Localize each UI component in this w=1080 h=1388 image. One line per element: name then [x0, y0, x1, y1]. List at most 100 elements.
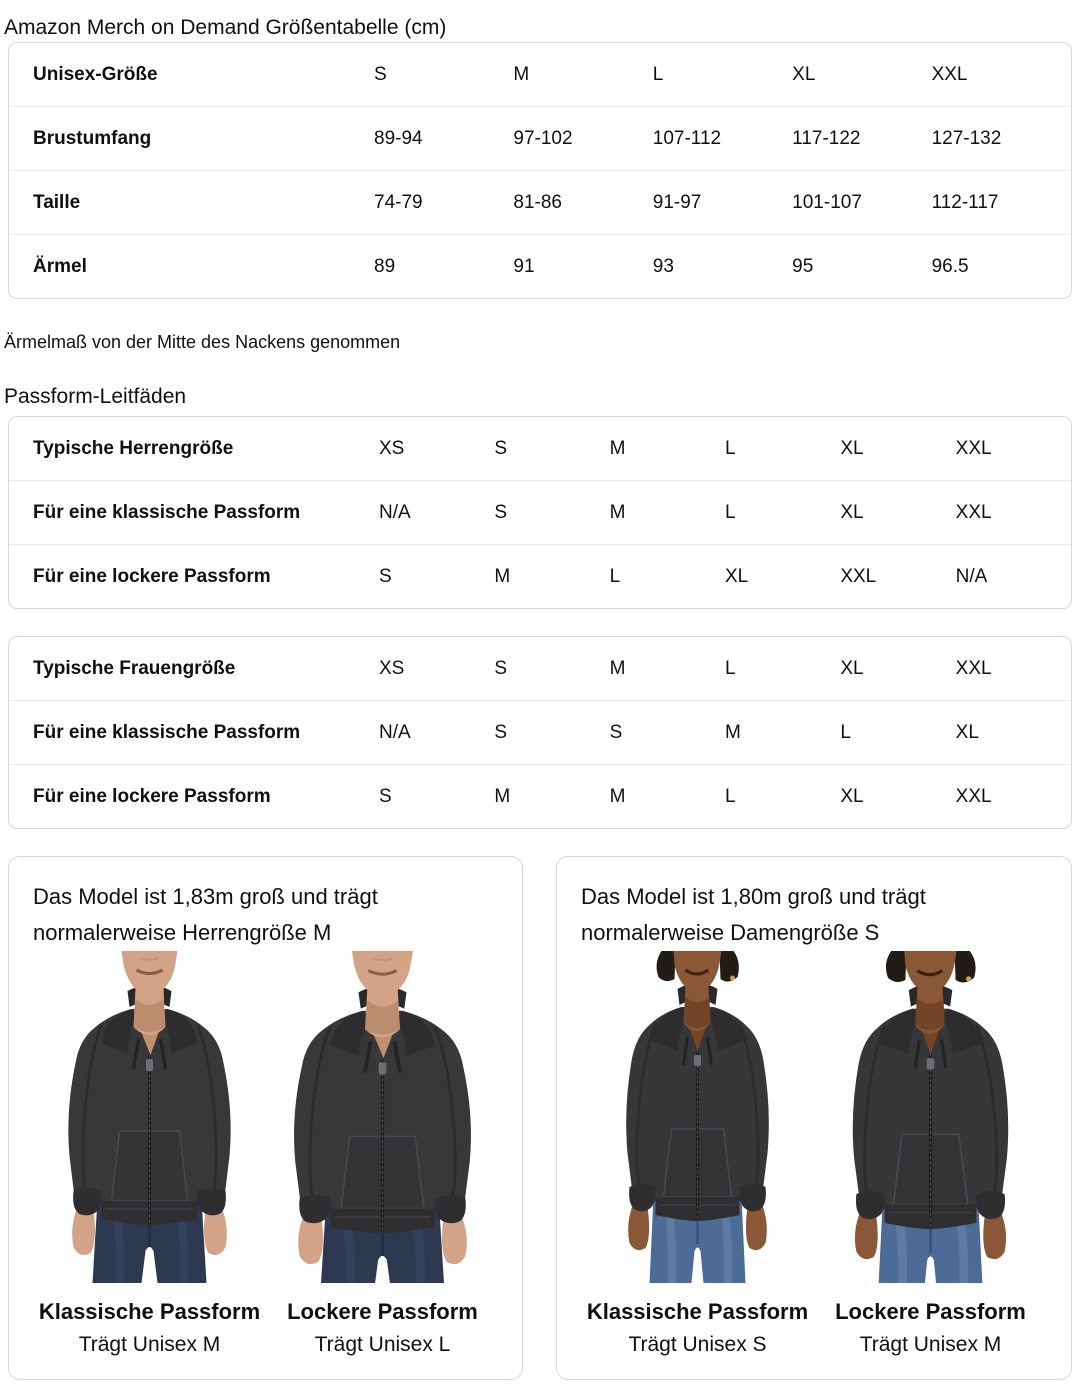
size-cell: 107-112: [652, 106, 793, 171]
table-row: Taille 74-79 81-86 91-97 101-107 112-117: [9, 170, 1071, 235]
size-cell: XXL: [840, 544, 956, 608]
size-cell: L: [724, 657, 736, 679]
size-cell: 93: [652, 234, 793, 298]
size-cell: M: [494, 764, 610, 828]
row-label: Unisex-Größe: [33, 63, 158, 85]
figure-caption: Lockere Passform Trägt Unisex L: [287, 1283, 478, 1357]
page-title: Amazon Merch on Demand Größentabelle (cm…: [4, 16, 447, 40]
table-row: Für eine lockere Passform S M M L XL XXL: [9, 764, 1071, 828]
figure-caption: Klassische Passform Trägt Unisex S: [587, 1283, 808, 1357]
size-cell: 89-94: [374, 106, 514, 171]
size-cell: 91-97: [652, 170, 793, 235]
size-cell: XL: [792, 63, 816, 85]
row-label: Für eine lockere Passform: [9, 544, 379, 608]
figure-caption: Lockere Passform Trägt Unisex M: [835, 1283, 1026, 1357]
size-cell: M: [494, 544, 610, 608]
model-figure: Lockere Passform Trägt Unisex L: [266, 951, 499, 1357]
fit-caption: Klassische Passform: [38, 1299, 261, 1324]
table-row: Ärmel 89 91 93 95 96.5: [9, 234, 1071, 298]
fit-caption: Klassische Passform: [586, 1299, 809, 1324]
size-cell: XS: [379, 437, 405, 459]
size-cell: S: [374, 63, 387, 85]
men-model-card: Das Model ist 1,83m groß und trägt norma…: [8, 856, 523, 1380]
size-caption: Trägt Unisex M: [859, 1333, 1002, 1356]
size-cell: XL: [955, 700, 1071, 765]
sleeve-measurement-footnote: Ärmelmaß von der Mitte des Nackens genom…: [4, 332, 401, 352]
size-caption: Trägt Unisex M: [78, 1333, 221, 1356]
size-cell: L: [724, 764, 841, 828]
row-label: Für eine lockere Passform: [9, 764, 379, 828]
size-cell: 117-122: [792, 106, 932, 171]
size-cell: M: [609, 657, 626, 679]
table-row: Für eine klassische Passform N/A S M L X…: [9, 480, 1071, 545]
size-caption: Trägt Unisex L: [314, 1333, 451, 1356]
men-fit-table: Typische Herrengröße XS S M L XL XXL Für…: [8, 416, 1072, 609]
size-cell: XL: [840, 657, 864, 679]
size-cell: S: [609, 700, 725, 765]
size-cell: XXL: [931, 63, 968, 85]
size-cell: XXL: [955, 764, 1071, 828]
size-cell: M: [724, 700, 841, 765]
table-row: Für eine lockere Passform S M L XL XXL N…: [9, 544, 1071, 608]
fit-guides-heading: Passform-Leitfäden: [4, 385, 187, 409]
fit-caption: Lockere Passform: [835, 1299, 1026, 1324]
unisex-size-table: Unisex-Größe S M L XL XXL Brustumfang 89…: [8, 42, 1072, 299]
size-cell: L: [724, 437, 736, 459]
size-cell: XXL: [955, 657, 992, 679]
size-cell: S: [494, 657, 508, 679]
size-cell: N/A: [955, 544, 1071, 608]
size-cell: S: [379, 764, 495, 828]
size-cell: M: [513, 63, 530, 85]
size-cell: XL: [840, 480, 956, 545]
size-cell: 97-102: [513, 106, 653, 171]
women-model-card: Das Model ist 1,80m groß und trägt norma…: [556, 856, 1072, 1380]
figure-caption: Klassische Passform Trägt Unisex M: [39, 1283, 260, 1357]
row-label: Für eine klassische Passform: [9, 700, 379, 765]
size-cell: 101-107: [792, 170, 932, 235]
row-label: Typische Frauengröße: [33, 657, 236, 679]
size-cell: L: [840, 700, 956, 765]
card-description: Das Model ist 1,80m groß und trägt norma…: [581, 884, 926, 945]
row-label: Für eine klassische Passform: [9, 480, 379, 545]
size-cell: 127-132: [931, 106, 1071, 171]
size-cell: N/A: [379, 700, 495, 765]
male-model-classic-fit-hoodie-photo: [33, 951, 266, 1283]
table-row: Unisex-Größe S M L XL XXL: [9, 43, 1071, 107]
row-label: Ärmel: [9, 234, 374, 298]
size-cell: 96.5: [931, 234, 1071, 298]
row-label: Typische Herrengröße: [33, 437, 234, 459]
size-cell: S: [494, 700, 610, 765]
size-cell: 89: [374, 234, 514, 298]
size-cell: M: [609, 764, 725, 828]
row-label: Taille: [9, 170, 374, 235]
women-fit-table: Typische Frauengröße XS S M L XL XXL Für…: [8, 636, 1072, 829]
size-cell: M: [609, 437, 626, 459]
size-cell: L: [609, 544, 725, 608]
size-cell: M: [609, 480, 725, 545]
fit-caption: Lockere Passform: [287, 1299, 478, 1324]
size-cell: N/A: [379, 480, 495, 545]
table-row: Für eine klassische Passform N/A S S M L…: [9, 700, 1071, 765]
size-cell: S: [494, 480, 610, 545]
size-cell: S: [494, 437, 508, 459]
size-cell: L: [724, 480, 841, 545]
model-figures: Klassische Passform Trägt Unisex S Locke…: [581, 951, 1047, 1357]
size-cell: XL: [840, 437, 864, 459]
female-model-classic-fit-hoodie-photo: [581, 951, 814, 1283]
model-figure: Lockere Passform Trägt Unisex M: [814, 951, 1047, 1357]
size-cell: S: [379, 544, 495, 608]
size-caption: Trägt Unisex S: [628, 1333, 767, 1356]
size-cell: XXL: [955, 437, 992, 459]
size-cell: XS: [379, 657, 405, 679]
size-cell: 74-79: [374, 170, 514, 235]
table-row: Brustumfang 89-94 97-102 107-112 117-122…: [9, 106, 1071, 171]
size-cell: 95: [792, 234, 932, 298]
table-row: Typische Herrengröße XS S M L XL XXL: [9, 417, 1071, 481]
model-figures: Klassische Passform Trägt Unisex M Locke…: [33, 951, 498, 1357]
model-figure: Klassische Passform Trägt Unisex M: [33, 951, 266, 1357]
female-model-loose-fit-hoodie-photo: [814, 951, 1047, 1283]
table-row: Typische Frauengröße XS S M L XL XXL: [9, 637, 1071, 701]
model-figure: Klassische Passform Trägt Unisex S: [581, 951, 814, 1357]
size-cell: 91: [513, 234, 653, 298]
